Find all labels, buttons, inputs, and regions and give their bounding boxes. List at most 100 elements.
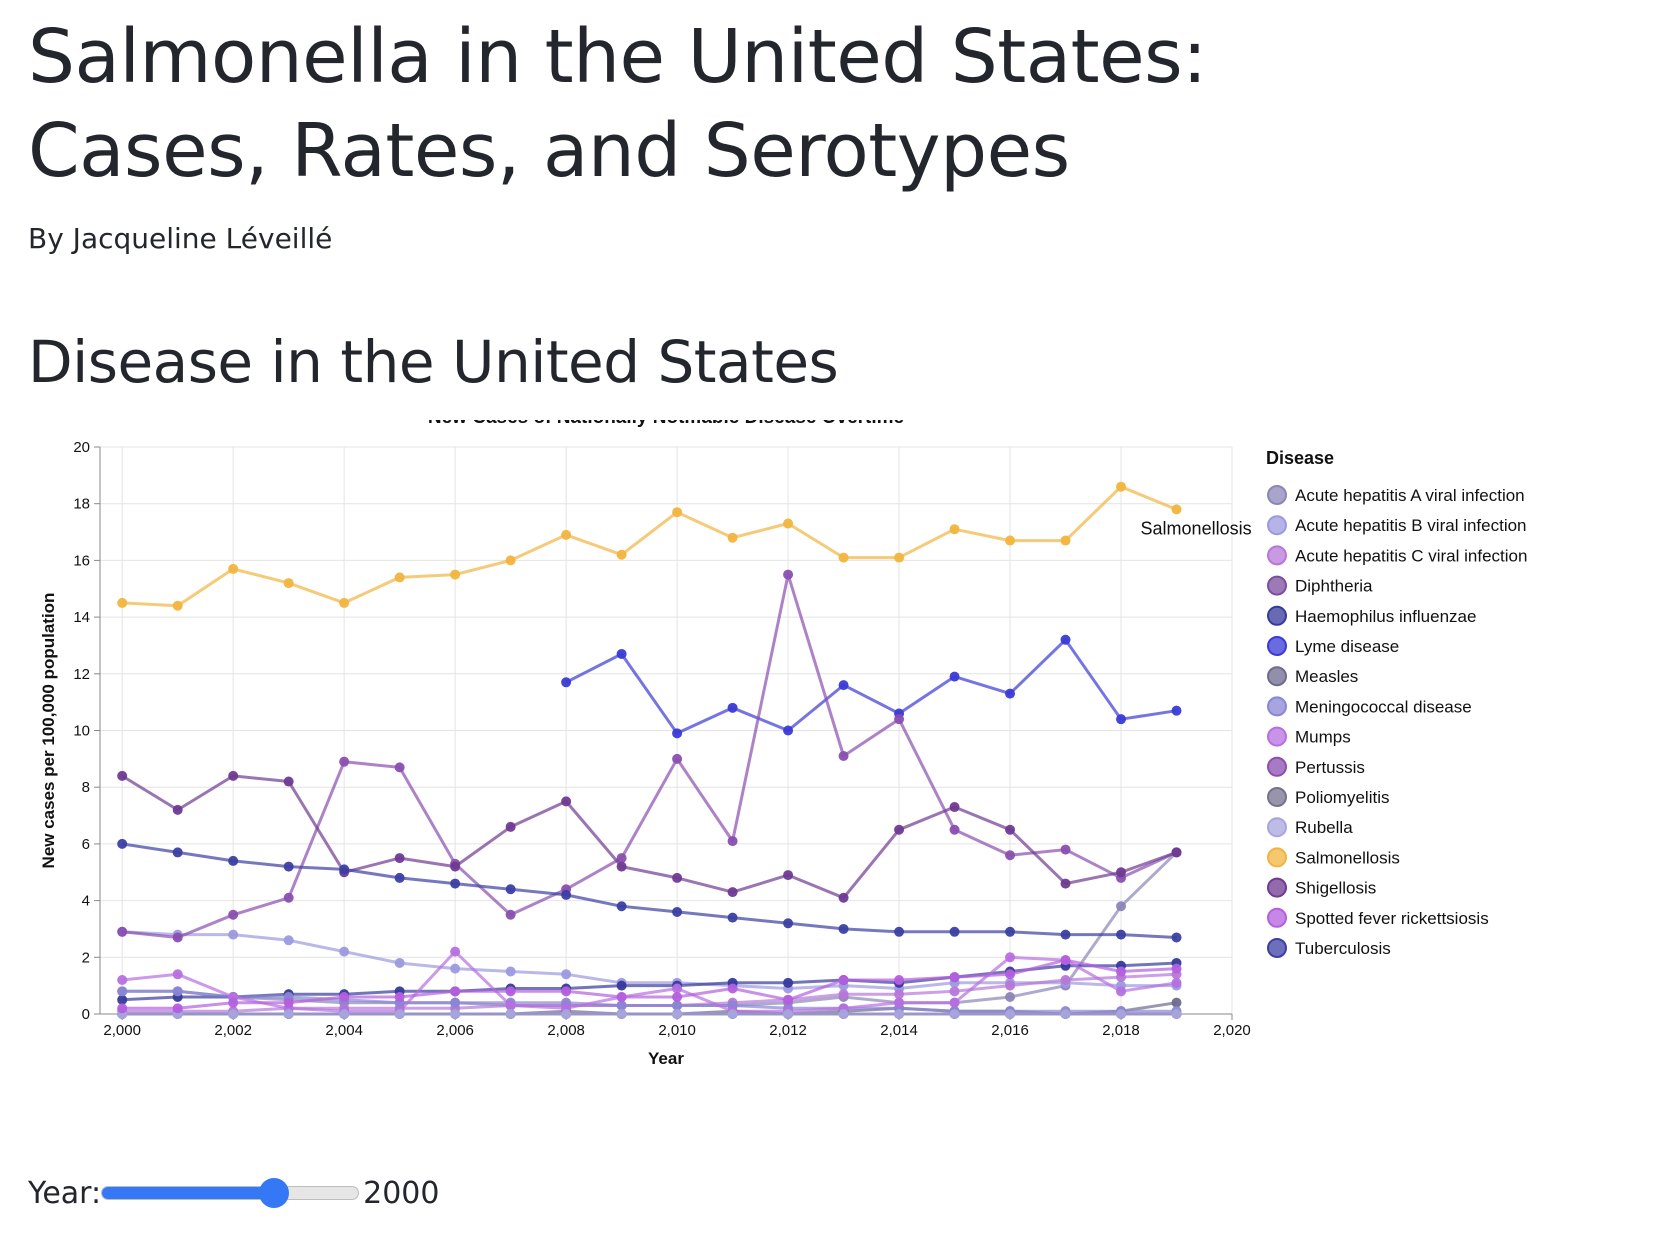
data-point	[616, 853, 627, 864]
year-slider-thumb[interactable]	[258, 1178, 289, 1208]
legend-swatch	[1267, 756, 1287, 777]
data-point	[450, 1009, 461, 1019]
y-tick-label: 10	[73, 723, 90, 740]
y-axis-title: New cases per 100,000 population	[39, 593, 58, 869]
data-point	[727, 702, 738, 713]
data-point	[727, 912, 738, 923]
legend-swatch	[1267, 787, 1287, 807]
data-point	[561, 796, 572, 807]
data-point	[783, 725, 794, 736]
data-point	[228, 909, 239, 920]
data-point	[1171, 847, 1182, 858]
series-line	[121, 774, 1178, 900]
data-point	[616, 980, 627, 991]
data-point	[339, 946, 350, 957]
series-tuberculosis	[117, 838, 1182, 943]
data-point	[117, 597, 128, 608]
data-point	[949, 824, 960, 835]
data-point	[1116, 1009, 1127, 1019]
y-tick-label: 14	[73, 609, 90, 626]
data-point	[727, 983, 738, 994]
data-point	[1171, 504, 1182, 515]
data-point	[505, 884, 516, 895]
data-point	[1005, 969, 1016, 980]
data-point	[561, 677, 572, 688]
legend-label: Spotted fever rickettsiosis	[1295, 909, 1489, 928]
data-point	[561, 986, 572, 997]
data-point	[394, 762, 405, 773]
data-point	[1171, 997, 1182, 1008]
series-rubella	[117, 1009, 1182, 1019]
legend-swatch	[1267, 847, 1287, 868]
x-tick-label: 2,008	[547, 1022, 585, 1039]
data-point	[783, 518, 794, 529]
data-point	[394, 957, 405, 968]
data-point	[450, 861, 461, 872]
data-point	[1060, 878, 1071, 889]
page-title: Salmonella in the United States: Cases, …	[28, 10, 1528, 198]
legend-swatch	[1267, 666, 1287, 687]
data-point	[172, 1003, 183, 1014]
data-point	[561, 1009, 572, 1019]
data-point	[1116, 714, 1127, 725]
data-point	[283, 861, 294, 872]
data-point	[394, 991, 405, 1002]
data-point	[1005, 1009, 1016, 1019]
data-point	[339, 864, 350, 875]
data-point	[672, 906, 683, 917]
legend-swatch	[1267, 877, 1287, 898]
data-point	[783, 994, 794, 1005]
data-point	[949, 671, 960, 682]
data-point	[672, 983, 683, 994]
x-tick-label: 2,006	[436, 1022, 474, 1039]
legend-label: Pertussis	[1295, 758, 1365, 777]
data-point	[450, 963, 461, 974]
legend-label: Acute hepatitis B viral infection	[1295, 516, 1527, 535]
data-point	[1171, 963, 1182, 974]
data-point	[838, 552, 849, 563]
x-axis-title: Year	[648, 1049, 684, 1068]
data-point	[838, 751, 849, 762]
data-point	[228, 855, 239, 866]
legend-swatch	[1267, 938, 1287, 958]
data-point	[894, 714, 905, 725]
data-point	[949, 972, 960, 983]
legend-label: Measles	[1295, 667, 1358, 686]
data-point	[616, 549, 627, 560]
data-point	[616, 901, 627, 912]
data-point	[1171, 932, 1182, 943]
data-point	[394, 872, 405, 883]
data-point	[616, 991, 627, 1002]
data-point	[894, 989, 905, 1000]
year-slider[interactable]	[101, 1178, 360, 1208]
year-slider-row: Year: 2000	[28, 1168, 439, 1218]
data-point	[894, 1009, 905, 1019]
y-tick-label: 6	[82, 836, 90, 853]
data-point	[505, 909, 516, 920]
legend-swatch	[1267, 636, 1287, 656]
x-tick-label: 2,004	[325, 1022, 363, 1039]
y-tick-label: 12	[73, 666, 90, 683]
y-tick-label: 0	[82, 1006, 90, 1023]
data-point	[505, 1000, 516, 1011]
data-point	[561, 889, 572, 900]
data-point	[894, 926, 905, 937]
data-point	[1005, 850, 1016, 861]
legend-label: Acute hepatitis A viral infection	[1295, 486, 1525, 505]
chart-title: New Cases of Nationally Notifiable Disea…	[428, 420, 904, 428]
x-tick-label: 2,010	[658, 1022, 696, 1039]
legend-label: Haemophilus influenzae	[1295, 607, 1476, 626]
series-line	[565, 638, 1177, 735]
series-line	[122, 573, 1178, 939]
data-point	[1005, 952, 1016, 963]
data-point	[283, 578, 294, 589]
x-tick-label: 2,018	[1102, 1022, 1140, 1039]
data-point	[1060, 535, 1071, 546]
section-title: Disease in the United States	[28, 328, 839, 396]
data-point	[172, 932, 183, 943]
legend-swatch	[1267, 485, 1287, 505]
data-point	[283, 997, 294, 1008]
data-point	[894, 552, 905, 563]
data-point	[949, 926, 960, 937]
data-point	[117, 974, 128, 985]
